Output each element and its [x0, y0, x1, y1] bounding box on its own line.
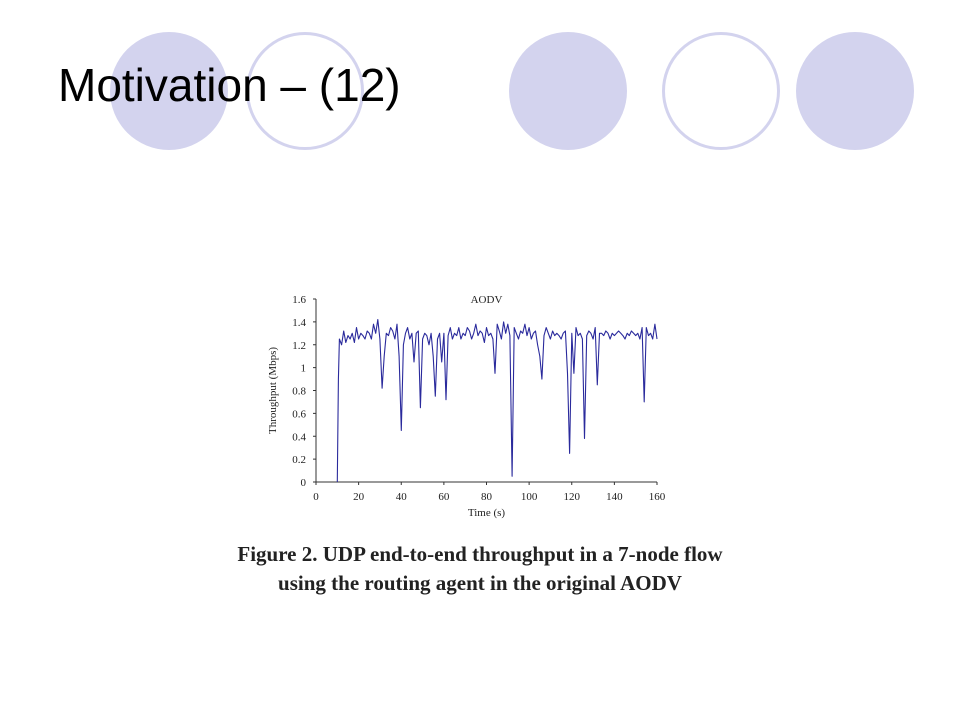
- x-tick-label: 0: [313, 491, 319, 503]
- x-tick-label: 140: [606, 491, 623, 503]
- x-axis-label: Time (s): [468, 507, 506, 519]
- chart-title: AODV: [471, 294, 503, 306]
- decor-circle-1: [110, 32, 228, 150]
- x-tick-label: 60: [438, 491, 450, 503]
- y-axis-label: Throughput (Mbps): [267, 347, 279, 434]
- y-tick-label: 1.4: [292, 317, 306, 329]
- throughput-chart: 0 20 40 60 80 100 120 140 160 0 0.2 0.4 0.6 0.8 1 1.2 1.…: [267, 294, 666, 519]
- y-tick-label: 1.2: [292, 340, 306, 352]
- x-tick-label: 40: [396, 491, 408, 503]
- throughput-figure: 0 20 40 60 80 100 120 140 160 0 0.2 0.4 0.6 0.8 1 1.2 1.…: [250, 285, 680, 535]
- decor-circle-5: [796, 32, 914, 150]
- y-tick-label: 0.6: [292, 408, 306, 420]
- decor-circle-4: [662, 32, 780, 150]
- x-tick-label: 120: [564, 491, 581, 503]
- series-line-0: [336, 319, 658, 483]
- y-tick-label: 0: [301, 477, 307, 489]
- x-tick-label: 100: [521, 491, 538, 503]
- x-tick-label: 20: [353, 491, 365, 503]
- y-tick-label: 0.2: [292, 454, 306, 466]
- caption-line-2: using the routing agent in the original …: [278, 571, 682, 595]
- x-tick-label: 80: [481, 491, 493, 503]
- x-tick-label: 160: [649, 491, 666, 503]
- y-tick-label: 0.4: [292, 431, 306, 443]
- decor-circle-2: [246, 32, 364, 150]
- decor-circle-3: [509, 32, 627, 150]
- y-tick-label: 1: [301, 363, 307, 375]
- figure-caption: Figure 2. UDP end-to-end throughput in a…: [150, 540, 810, 598]
- y-tick-label: 1.6: [292, 294, 306, 306]
- caption-line-1: Figure 2. UDP end-to-end throughput in a…: [237, 542, 723, 566]
- slide-title: Motivation – (12): [58, 59, 401, 111]
- y-tick-label: 0.8: [292, 386, 306, 398]
